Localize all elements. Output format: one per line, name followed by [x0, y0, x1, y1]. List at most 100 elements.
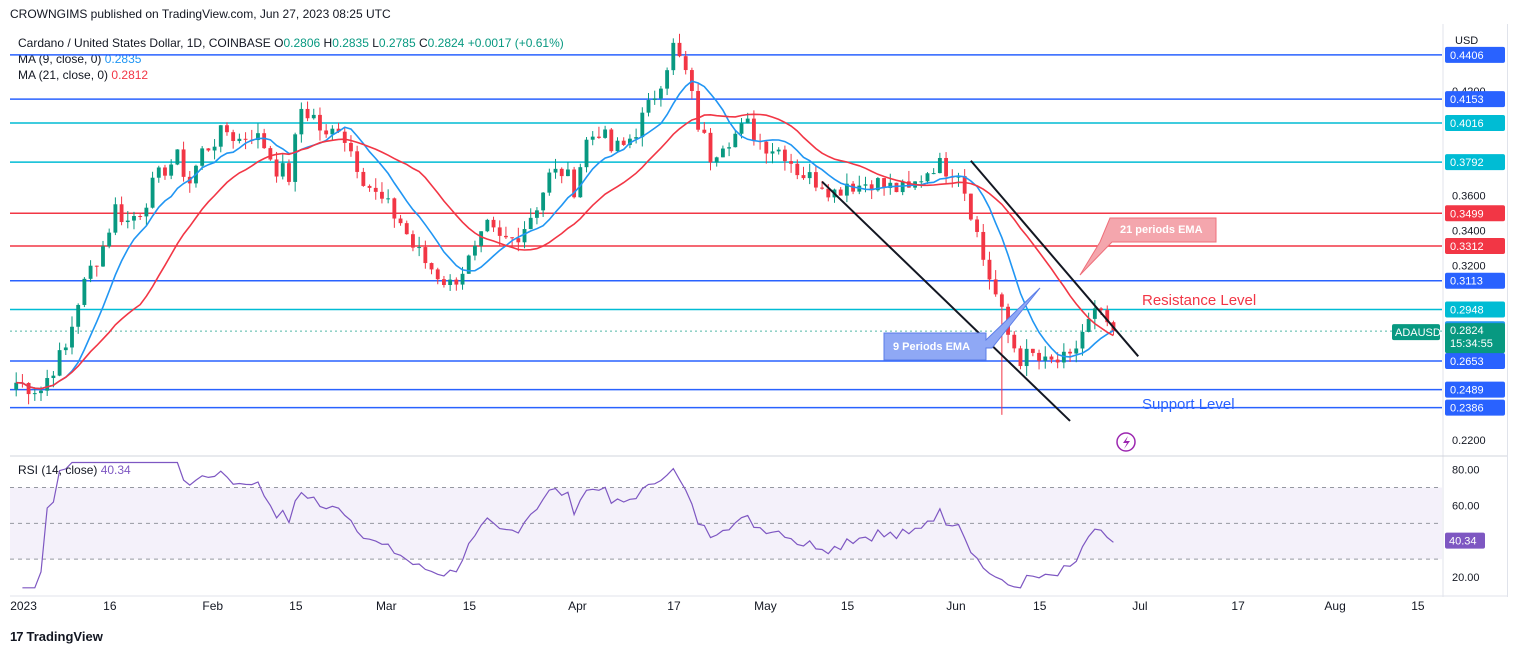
ema9-callout-label: 9 Periods EMA — [893, 341, 970, 353]
rsi-value-badge — [1445, 532, 1485, 549]
time-tick-label: May — [754, 599, 777, 613]
candle-body — [218, 125, 223, 147]
tradingview-footer[interactable]: 17 TradingView — [10, 629, 103, 644]
ohlc-change: +0.0017 (+0.61%) — [467, 36, 564, 50]
candle-body — [330, 128, 335, 135]
candle-body — [231, 132, 236, 142]
candle-body — [324, 130, 329, 135]
candle-body — [844, 183, 849, 196]
candle-body — [212, 146, 217, 151]
candle-body — [200, 148, 205, 166]
level-badge-label: 0.3499 — [1450, 208, 1484, 220]
level-badge — [1445, 154, 1505, 171]
candle-body — [603, 129, 608, 138]
level-badge-label: 0.2948 — [1450, 305, 1484, 317]
symbol-title[interactable]: Cardano / United States Dollar, 1D, COIN… — [18, 36, 271, 50]
candle-body — [125, 220, 130, 223]
candle-body — [373, 187, 378, 192]
candle-body — [522, 229, 527, 243]
candle-body — [138, 216, 143, 218]
candle-body — [256, 133, 260, 141]
candle-body — [875, 178, 880, 191]
candle-body — [621, 140, 626, 145]
rsi-value-badge-label: 40.34 — [1449, 536, 1477, 548]
candle-body — [813, 172, 818, 188]
candle-body — [677, 42, 682, 57]
candle-body — [311, 114, 316, 119]
candle-body — [906, 181, 911, 188]
candle-body — [268, 148, 273, 160]
ma-line-9 — [16, 80, 1114, 390]
time-tick-label: Feb — [202, 599, 223, 613]
candle-body — [751, 118, 756, 142]
candle-body — [981, 231, 986, 260]
candle-body — [640, 112, 645, 138]
candle-body — [392, 198, 397, 219]
candle-body — [144, 207, 149, 217]
candle-body — [807, 172, 812, 179]
candle-body — [150, 177, 155, 208]
candle-body — [987, 259, 992, 280]
candle-body — [820, 187, 825, 189]
candle-body — [968, 193, 973, 220]
time-tick-label: 16 — [103, 599, 117, 613]
ma21-value: 0.2812 — [111, 68, 149, 82]
price-tick-label: 0.3400 — [1452, 226, 1486, 238]
candle-body — [435, 269, 440, 280]
candle-body — [1080, 331, 1085, 349]
candle-body — [541, 192, 546, 211]
ohlc-close-label: C — [418, 36, 428, 50]
rsi-label: RSI (14, close) — [18, 463, 98, 477]
candle-body — [175, 149, 180, 165]
last-price-badge — [1445, 323, 1505, 354]
candle-body — [795, 163, 800, 176]
candle-body — [51, 375, 56, 379]
candle-body — [652, 98, 657, 101]
time-tick-label: 15 — [1411, 599, 1425, 613]
candle-body — [739, 123, 744, 134]
candle-body — [82, 278, 87, 305]
candle-body — [720, 148, 725, 158]
time-tick-label: Apr — [568, 599, 587, 613]
candle-body — [776, 149, 781, 152]
ohlc-close-value: 0.2824 — [427, 36, 465, 50]
symbol-tag-label: ADAUSD — [1395, 327, 1441, 339]
time-tick-label: 15 — [463, 599, 477, 613]
candle-body — [925, 173, 930, 182]
candle-body — [559, 168, 564, 177]
time-tick-label: Jun — [946, 599, 965, 613]
candle-body — [101, 246, 105, 267]
time-tick-label: 15 — [841, 599, 855, 613]
rsi-legend[interactable]: RSI (14, close) 40.34 — [18, 463, 131, 477]
candle-body — [504, 235, 508, 238]
ohlc-open-label: O — [274, 36, 284, 50]
candle-body — [398, 218, 403, 224]
candle-body — [485, 219, 490, 232]
candle-body — [888, 182, 893, 188]
candle-body — [32, 393, 37, 395]
candle-body — [1092, 308, 1097, 319]
candle-body — [14, 382, 19, 390]
level-badge — [1445, 205, 1505, 222]
candle-body — [671, 42, 676, 71]
candle-body — [528, 217, 533, 230]
candle-body — [634, 137, 639, 139]
legend-ma21-row[interactable]: MA (21, close, 0) 0.2812 — [18, 67, 564, 83]
candle-body — [1099, 308, 1103, 311]
candle-body — [578, 167, 583, 198]
candle-body — [919, 181, 924, 183]
candle-body — [206, 148, 211, 151]
candle-body — [826, 188, 831, 198]
ohlc-low-value: 0.2785 — [378, 36, 416, 50]
candle-body — [1049, 356, 1054, 360]
level-badge-label: 0.3312 — [1450, 241, 1484, 253]
candle-body — [646, 100, 651, 113]
candle-body — [361, 171, 366, 186]
ema21-callout-label: 21 periods EMA — [1120, 224, 1203, 236]
candle-body — [764, 141, 769, 154]
candle-body — [609, 129, 614, 152]
candle-body — [318, 114, 322, 131]
published-line: CROWNGIMS published on TradingView.com, … — [10, 7, 391, 21]
ohlc-high-label: H — [323, 36, 333, 50]
